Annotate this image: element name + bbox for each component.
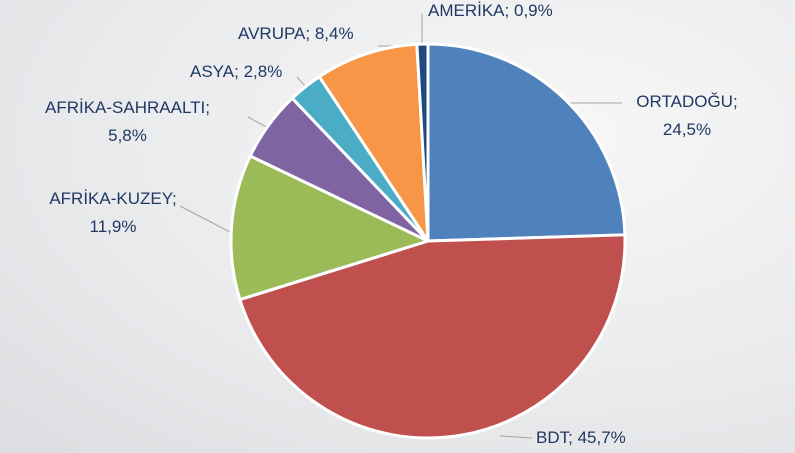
leader-line [247, 116, 269, 129]
pie-slice [426, 42, 627, 243]
value-label: 8,4% [314, 24, 354, 43]
data-label: AVRUPA; 8,4% [238, 20, 398, 48]
value-label: 0,9% [513, 1, 553, 20]
value-label: 2,8% [243, 62, 283, 81]
data-label: BDT; 45,7% [536, 424, 696, 452]
pie-slice [229, 154, 430, 302]
category-label: AMERİKA; [428, 1, 510, 20]
leader-line [179, 205, 231, 233]
category-label: BDT; [536, 428, 573, 447]
category-label: AFRİKA-SAHRAALTI; [45, 98, 210, 117]
data-label: AMERİKA; 0,9% [428, 0, 608, 25]
category-label: ORTADOĞU; [636, 92, 738, 111]
category-label: AVRUPA; [238, 24, 311, 43]
value-label: 11,9% [89, 217, 137, 236]
data-label: AFRİKA-SAHRAALTI; 5,8% [30, 94, 225, 150]
category-label: ASYA; [190, 62, 239, 81]
value-label: 5,8% [108, 126, 147, 145]
pie-slice [415, 42, 430, 243]
pie-slice [317, 42, 430, 243]
category-label: AFRİKA-KUZEY; [49, 189, 177, 208]
pie-slice [238, 233, 627, 440]
data-label: ORTADOĞU; 24,5% [612, 88, 762, 144]
leader-line [499, 435, 533, 439]
data-label: AFRİKA-KUZEY; 11,9% [28, 185, 198, 241]
value-label: 24,5% [662, 120, 712, 139]
data-label: ASYA; 2,8% [190, 58, 320, 86]
value-label: 45,7% [577, 428, 626, 447]
leader-line [296, 76, 306, 87]
